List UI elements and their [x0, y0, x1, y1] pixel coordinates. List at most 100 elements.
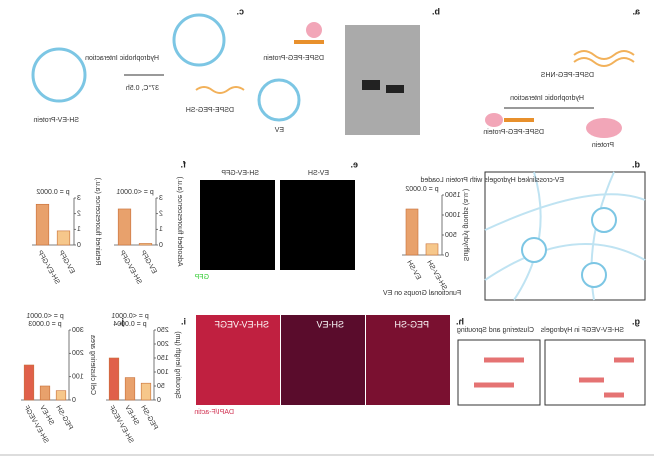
label: DSPE-PEG-NHS	[540, 72, 594, 79]
hydrogel-box	[484, 171, 646, 301]
y-tick-label: 0	[445, 252, 449, 259]
ev	[521, 237, 547, 263]
panel-label: j.	[119, 316, 125, 326]
y-tick-label: 0	[159, 242, 163, 249]
y-tick-label: 3	[159, 195, 163, 202]
band	[362, 80, 380, 90]
band	[386, 85, 404, 93]
image-title: SH-EV-VEGF	[214, 319, 269, 329]
ev	[581, 262, 607, 288]
bar	[138, 243, 153, 246]
panel-label: b.	[432, 6, 440, 16]
y-tick-label: 1500	[445, 192, 461, 199]
panel-label: c.	[236, 6, 244, 16]
y-tick-label: 1	[77, 226, 81, 233]
p-value: p = <0.0001	[26, 313, 63, 320]
title: SH-EV-VEGF in Hydrogels	[540, 327, 624, 334]
gel	[345, 25, 420, 135]
y-tick-label: 0	[77, 242, 81, 249]
lipid	[195, 86, 245, 94]
hydrogel-box	[544, 339, 646, 406]
y-axis-label: Adsorbed fluorescence (a.u.)	[176, 177, 183, 267]
micrograph	[200, 180, 275, 270]
label: 37°C, 0.5h	[126, 84, 159, 92]
x-tick-label: PEG-SH	[54, 404, 73, 431]
y-tick-label: 100	[157, 369, 169, 376]
bar	[405, 208, 419, 256]
label: DSPE-PEG-Protein	[483, 129, 544, 136]
x-tick-label: EV-GFP	[57, 249, 76, 275]
bar	[39, 385, 51, 401]
label: Hydrophobic Interaction	[510, 95, 584, 102]
y-tick-label: 1000	[445, 212, 461, 219]
panel-label: h.	[456, 316, 464, 326]
network	[484, 171, 646, 301]
lipid	[573, 57, 635, 67]
ev	[31, 47, 87, 103]
bar	[117, 208, 132, 246]
panel-label: i.	[181, 316, 186, 326]
p-value: p = 0.0003	[28, 321, 61, 328]
bar	[56, 230, 71, 246]
y-tick-label: 1	[159, 226, 163, 233]
bar	[108, 357, 120, 401]
x-tick-label: SH-EV	[38, 404, 55, 426]
x-tick-label: SH-EV-GFP	[36, 249, 61, 285]
bar	[124, 377, 136, 401]
y-tick-label: 50	[157, 383, 165, 390]
x-tick-label: SH-EV	[123, 404, 140, 426]
label: SH-EV-Protein	[33, 117, 79, 124]
label: Hydrophobic Interaction	[85, 55, 159, 62]
panel-label: g.	[632, 316, 640, 326]
y-axis-label: Sulfhydryl groups (a.u.)	[462, 189, 469, 261]
p-value: p = 0.0004	[113, 321, 146, 328]
image-title: EV-SH	[308, 170, 329, 177]
lipid	[573, 50, 635, 60]
x-tick-label: EV-GFP	[139, 249, 158, 275]
p-value: p = <0.0001	[111, 313, 148, 320]
y-tick-label: 200	[157, 341, 169, 348]
image-title: SH-EV	[316, 319, 344, 329]
micrograph	[366, 315, 450, 405]
bar	[35, 203, 50, 246]
y-tick-label: 2	[159, 211, 163, 218]
protein	[586, 118, 622, 138]
micrograph	[281, 315, 365, 405]
label: EV	[274, 127, 284, 134]
title: Clustering and Sprouting	[457, 327, 534, 334]
bar	[55, 390, 67, 401]
panel-label: d.	[632, 159, 640, 169]
protein	[306, 22, 322, 38]
ev	[591, 207, 617, 233]
y-tick-label: 500	[445, 232, 457, 239]
micrograph	[196, 315, 280, 405]
y-tick-label: 150	[157, 355, 169, 362]
bar	[425, 243, 439, 256]
y-tick-label: 3	[77, 195, 81, 202]
panel-label: f.	[181, 159, 187, 169]
title: EV-crosslinked Hydrogels with Protein Lo…	[420, 177, 564, 184]
y-tick-label: 100	[72, 374, 84, 381]
p-value: p = 0.0002	[405, 186, 438, 193]
bar	[23, 364, 35, 401]
image-title: PEG-SH	[394, 319, 429, 329]
ev	[257, 78, 301, 122]
conjugate	[504, 118, 534, 122]
p-value: p = 0.0002	[36, 189, 69, 196]
protein	[485, 113, 503, 127]
label: Protein	[592, 142, 614, 149]
x-tick-label: PEG-SH	[139, 404, 158, 431]
y-tick-label: 200	[72, 350, 84, 357]
x-axis-label: Functional Groups on EV	[383, 290, 462, 297]
bar	[140, 382, 152, 401]
micrograph	[280, 180, 355, 270]
conjugate	[294, 40, 324, 44]
image-title: SH-EV-GFP	[221, 170, 259, 177]
y-axis-label: Retained fluorescence (a.u.)	[94, 178, 101, 266]
y-tick-label: 300	[72, 327, 84, 334]
label: DSPE-PEG-Protein	[263, 55, 324, 62]
y-tick-label: 0	[157, 397, 161, 404]
x-tick-label: SH-EV-SH	[425, 259, 448, 291]
cells	[474, 357, 634, 398]
